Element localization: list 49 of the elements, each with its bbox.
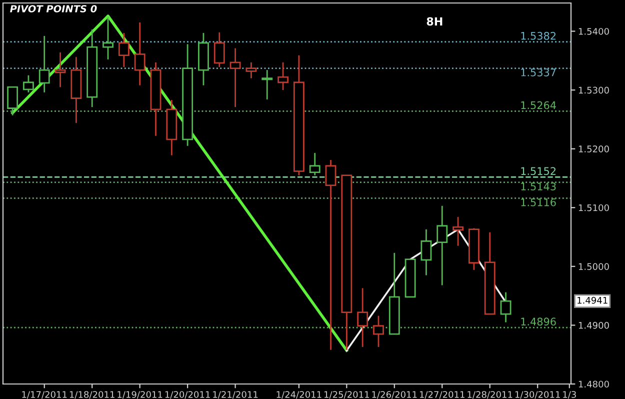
y-tick-label: 1.5400 [578,28,609,35]
candlestick [230,48,241,108]
candlestick [7,86,18,116]
ref-line-label: 1.5382 [521,32,556,40]
candlestick [246,62,257,79]
y-tick-label: 1.4800 [578,380,609,388]
x-tick-label: 1/21/2011 [213,391,258,399]
candlestick [357,287,368,348]
ref-line-label: 1.5143 [521,182,556,190]
candlestick [214,32,225,68]
candlestick [262,69,273,100]
candlestick [500,292,512,323]
candlestick [22,74,34,94]
candlestick [54,52,66,88]
ref-line-label: 1.4896 [521,318,556,326]
x-tick-label: 1/17/2011 [22,391,67,399]
candlestick [309,152,320,176]
candlestick [452,216,464,247]
ref-line-label: 1.5116 [521,198,556,206]
ref-line-label: 1.5152 [521,167,556,176]
chart-title: PIVOT POINTS 0 [10,5,97,12]
ref-line-label: 1.5264 [521,101,556,110]
x-tick-label: 1/24/2011 [276,391,322,399]
candlestick [373,315,384,348]
candlestick [278,62,288,91]
x-tick-label: 1/26/2011 [372,391,417,399]
x-tick-label: 1/3 [563,391,576,399]
candlestick [102,16,114,60]
x-tick-label: 1/27/2011 [420,391,464,399]
x-tick-label: 1/20/2011 [165,391,210,399]
x-tick-label: 1/18/2011 [70,391,114,399]
candlestick [420,228,432,276]
x-tick-label: 1/28/2011 [468,391,512,399]
y-tick-label: 1.5300 [578,86,609,94]
candlestick [134,22,146,86]
candlestick [325,159,336,351]
x-tick-label: 1/19/2011 [118,391,162,399]
y-tick-label: 1.5100 [578,204,609,212]
ref-line-label: 1.5337 [521,68,556,76]
text: 1.4941 [578,296,608,304]
y-tick-label: 1.5000 [578,263,609,270]
x-tick-label: 1/30/2011 [515,391,560,399]
annotation: 8H [426,17,442,26]
candlestick [118,32,130,68]
y-tick-label: 1.4900 [578,322,609,329]
candlestick [436,205,448,286]
x-tick-label: 1/25/2011 [324,391,369,399]
candlestick [38,35,50,94]
y-tick-label: 1.5200 [578,146,609,152]
